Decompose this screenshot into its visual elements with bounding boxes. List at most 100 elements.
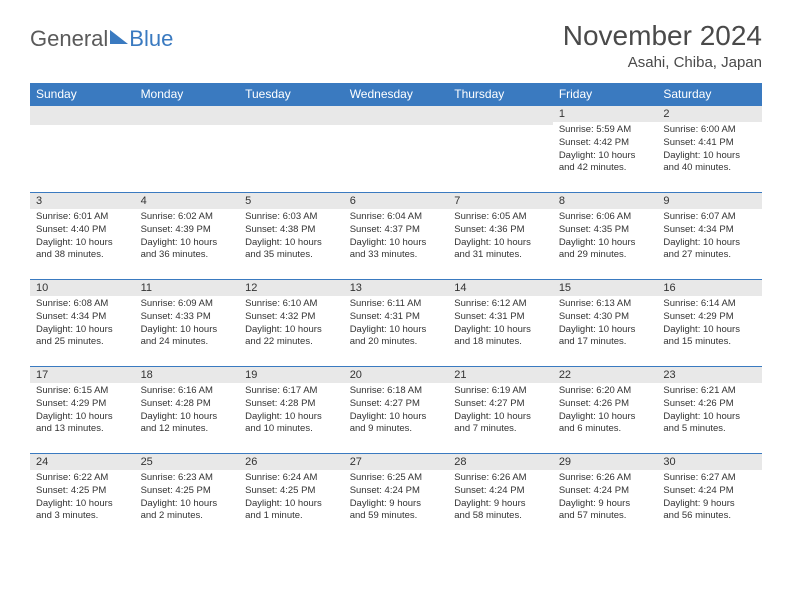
calendar-day-cell: 21Sunrise: 6:19 AMSunset: 4:27 PMDayligh… (448, 367, 553, 454)
day-details: Sunrise: 6:03 AMSunset: 4:38 PMDaylight:… (239, 209, 344, 266)
day-detail-line: Sunset: 4:41 PM (663, 137, 756, 150)
calendar-day-cell: 1Sunrise: 5:59 AMSunset: 4:42 PMDaylight… (553, 106, 658, 193)
title-block: November 2024 Asahi, Chiba, Japan (563, 20, 762, 71)
day-number: 27 (344, 454, 449, 470)
day-detail-line: and 42 minutes. (559, 162, 652, 175)
day-detail-line: Sunset: 4:25 PM (141, 485, 234, 498)
day-details: Sunrise: 6:20 AMSunset: 4:26 PMDaylight:… (553, 383, 658, 440)
day-number (135, 106, 240, 125)
logo: General Blue (30, 26, 173, 52)
calendar-day-cell: 20Sunrise: 6:18 AMSunset: 4:27 PMDayligh… (344, 367, 449, 454)
day-number: 11 (135, 280, 240, 296)
day-detail-line: and 35 minutes. (245, 249, 338, 262)
calendar-day-cell: 12Sunrise: 6:10 AMSunset: 4:32 PMDayligh… (239, 280, 344, 367)
day-detail-line: and 29 minutes. (559, 249, 652, 262)
day-detail-line: and 6 minutes. (559, 423, 652, 436)
day-number: 15 (553, 280, 658, 296)
day-detail-line: Sunrise: 6:10 AM (245, 298, 338, 311)
calendar-week-row: 17Sunrise: 6:15 AMSunset: 4:29 PMDayligh… (30, 367, 762, 454)
day-details: Sunrise: 6:23 AMSunset: 4:25 PMDaylight:… (135, 470, 240, 527)
day-number: 21 (448, 367, 553, 383)
day-detail-line: Sunset: 4:31 PM (454, 311, 547, 324)
day-detail-line: Sunrise: 6:01 AM (36, 211, 129, 224)
day-detail-line: and 40 minutes. (663, 162, 756, 175)
day-number: 12 (239, 280, 344, 296)
calendar-day-cell: 3Sunrise: 6:01 AMSunset: 4:40 PMDaylight… (30, 193, 135, 280)
day-details: Sunrise: 6:21 AMSunset: 4:26 PMDaylight:… (657, 383, 762, 440)
day-detail-line: Daylight: 10 hours (141, 324, 234, 337)
calendar-day-cell: 18Sunrise: 6:16 AMSunset: 4:28 PMDayligh… (135, 367, 240, 454)
day-details (344, 125, 449, 131)
location-label: Asahi, Chiba, Japan (563, 54, 762, 71)
day-details: Sunrise: 6:01 AMSunset: 4:40 PMDaylight:… (30, 209, 135, 266)
day-detail-line: Sunrise: 6:25 AM (350, 472, 443, 485)
day-number: 5 (239, 193, 344, 209)
day-details: Sunrise: 6:22 AMSunset: 4:25 PMDaylight:… (30, 470, 135, 527)
calendar-week-row: 10Sunrise: 6:08 AMSunset: 4:34 PMDayligh… (30, 280, 762, 367)
day-number: 13 (344, 280, 449, 296)
day-detail-line: Sunrise: 6:02 AM (141, 211, 234, 224)
day-number: 30 (657, 454, 762, 470)
day-detail-line: Sunrise: 6:24 AM (245, 472, 338, 485)
day-detail-line: and 56 minutes. (663, 510, 756, 523)
calendar-week-row: 3Sunrise: 6:01 AMSunset: 4:40 PMDaylight… (30, 193, 762, 280)
day-detail-line: Sunset: 4:27 PM (454, 398, 547, 411)
day-detail-line: and 10 minutes. (245, 423, 338, 436)
day-detail-line: Sunrise: 6:17 AM (245, 385, 338, 398)
day-detail-line: Daylight: 10 hours (36, 411, 129, 424)
day-detail-line: Sunrise: 6:22 AM (36, 472, 129, 485)
day-number: 17 (30, 367, 135, 383)
day-detail-line: and 20 minutes. (350, 336, 443, 349)
day-detail-line: Sunrise: 6:11 AM (350, 298, 443, 311)
day-detail-line: and 27 minutes. (663, 249, 756, 262)
day-detail-line: Sunset: 4:39 PM (141, 224, 234, 237)
day-detail-line: Daylight: 10 hours (36, 324, 129, 337)
day-detail-line: Sunrise: 6:13 AM (559, 298, 652, 311)
day-detail-line: and 36 minutes. (141, 249, 234, 262)
day-detail-line: and 33 minutes. (350, 249, 443, 262)
day-detail-line: Sunset: 4:28 PM (141, 398, 234, 411)
day-detail-line: Sunset: 4:29 PM (36, 398, 129, 411)
day-number: 2 (657, 106, 762, 122)
calendar-day-cell: 15Sunrise: 6:13 AMSunset: 4:30 PMDayligh… (553, 280, 658, 367)
day-detail-line: and 59 minutes. (350, 510, 443, 523)
day-details: Sunrise: 6:06 AMSunset: 4:35 PMDaylight:… (553, 209, 658, 266)
day-detail-line: Sunset: 4:32 PM (245, 311, 338, 324)
day-detail-line: Daylight: 10 hours (663, 324, 756, 337)
day-detail-line: Sunrise: 6:07 AM (663, 211, 756, 224)
calendar-day-cell: 4Sunrise: 6:02 AMSunset: 4:39 PMDaylight… (135, 193, 240, 280)
day-detail-line: Sunset: 4:24 PM (559, 485, 652, 498)
day-detail-line: and 24 minutes. (141, 336, 234, 349)
day-detail-line: Daylight: 10 hours (559, 324, 652, 337)
day-detail-line: Daylight: 10 hours (663, 237, 756, 250)
day-detail-line: Sunrise: 6:23 AM (141, 472, 234, 485)
calendar-week-row: 1Sunrise: 5:59 AMSunset: 4:42 PMDaylight… (30, 106, 762, 193)
day-detail-line: Daylight: 9 hours (350, 498, 443, 511)
day-details: Sunrise: 6:10 AMSunset: 4:32 PMDaylight:… (239, 296, 344, 353)
calendar-week-row: 24Sunrise: 6:22 AMSunset: 4:25 PMDayligh… (30, 454, 762, 541)
day-detail-line: Sunrise: 5:59 AM (559, 124, 652, 137)
weekday-header: Tuesday (239, 83, 344, 106)
day-detail-line: Sunrise: 6:15 AM (36, 385, 129, 398)
day-number: 3 (30, 193, 135, 209)
day-number (344, 106, 449, 125)
day-details: Sunrise: 6:08 AMSunset: 4:34 PMDaylight:… (30, 296, 135, 353)
day-detail-line: Daylight: 10 hours (559, 237, 652, 250)
day-detail-line: Sunrise: 6:18 AM (350, 385, 443, 398)
day-details: Sunrise: 6:09 AMSunset: 4:33 PMDaylight:… (135, 296, 240, 353)
weekday-header: Friday (553, 83, 658, 106)
day-details: Sunrise: 6:25 AMSunset: 4:24 PMDaylight:… (344, 470, 449, 527)
day-number: 20 (344, 367, 449, 383)
day-detail-line: Sunrise: 6:21 AM (663, 385, 756, 398)
day-detail-line: Sunrise: 6:05 AM (454, 211, 547, 224)
calendar-day-cell: 24Sunrise: 6:22 AMSunset: 4:25 PMDayligh… (30, 454, 135, 541)
day-detail-line: Daylight: 10 hours (454, 411, 547, 424)
day-details: Sunrise: 5:59 AMSunset: 4:42 PMDaylight:… (553, 122, 658, 179)
day-detail-line: Daylight: 9 hours (454, 498, 547, 511)
day-detail-line: Sunrise: 6:27 AM (663, 472, 756, 485)
calendar-day-cell (448, 106, 553, 193)
day-detail-line: Sunset: 4:42 PM (559, 137, 652, 150)
day-detail-line: Daylight: 9 hours (663, 498, 756, 511)
day-detail-line: and 7 minutes. (454, 423, 547, 436)
day-detail-line: and 22 minutes. (245, 336, 338, 349)
